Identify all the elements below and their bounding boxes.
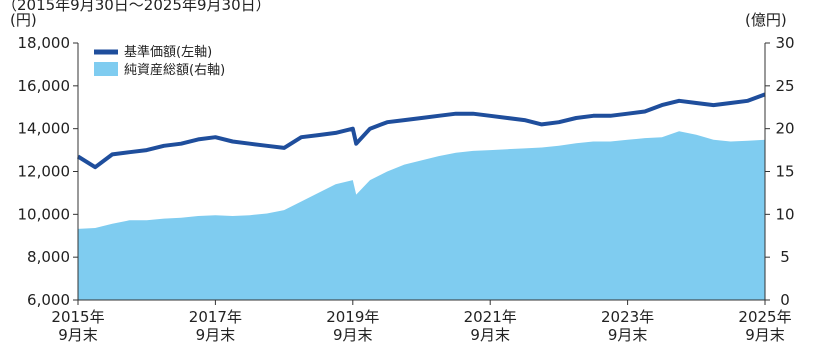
legend-label-nav: 基準価額(左軸) — [124, 44, 212, 60]
series-line-nav — [76, 92, 766, 170]
legend-swatch-aum — [94, 62, 118, 76]
right-tick-label: 5 — [780, 248, 790, 266]
series-area-net-assets — [78, 131, 765, 300]
x-tick-label-month: 9月末 — [608, 326, 648, 344]
left-tick-label: 14,000 — [18, 120, 71, 138]
right-tick-label: 15 — [775, 163, 794, 181]
left-tick-label: 8,000 — [27, 248, 70, 266]
left-tick-label: 10,000 — [18, 205, 71, 223]
left-tick-label: 12,000 — [18, 163, 71, 181]
right-tick-label: 25 — [775, 77, 794, 95]
x-tick-label-year: 2021年 — [464, 308, 517, 326]
x-tick-label-month: 9月末 — [333, 326, 373, 344]
right-tick-label: 20 — [775, 120, 794, 138]
left-tick-label: 6,000 — [27, 291, 70, 309]
x-tick-label-year: 2015年 — [51, 308, 104, 326]
right-tick-label: 0 — [780, 291, 790, 309]
x-tick-label-month: 9月末 — [58, 326, 98, 344]
left-axis-unit: (円) — [10, 11, 37, 29]
x-tick-label-year: 2025年 — [738, 308, 791, 326]
legend: 基準価額(左軸) 純資産総額(右軸) — [94, 44, 225, 78]
x-tick-label-month: 9月末 — [745, 326, 785, 344]
x-tick-label-month: 9月末 — [196, 326, 236, 344]
x-tick-label-year: 2017年 — [189, 308, 242, 326]
right-tick-label: 30 — [775, 34, 794, 52]
period-header: （2015年9月30日～2025年9月30日） — [2, 0, 271, 14]
legend-label-aum: 純資産総額(右軸) — [124, 62, 225, 78]
x-tick-label-month: 9月末 — [470, 326, 510, 344]
left-tick-label: 18,000 — [18, 34, 71, 52]
plot-area: 6,000 8,000 10,000 12,000 14,000 16,000 18,000… — [18, 34, 795, 344]
right-tick-label: 10 — [775, 205, 794, 223]
x-tick-label-year: 2019年 — [326, 308, 379, 326]
right-axis-unit: (億円) — [745, 11, 787, 29]
left-tick-label: 16,000 — [18, 77, 71, 95]
x-tick-label-year: 2023年 — [601, 308, 654, 326]
